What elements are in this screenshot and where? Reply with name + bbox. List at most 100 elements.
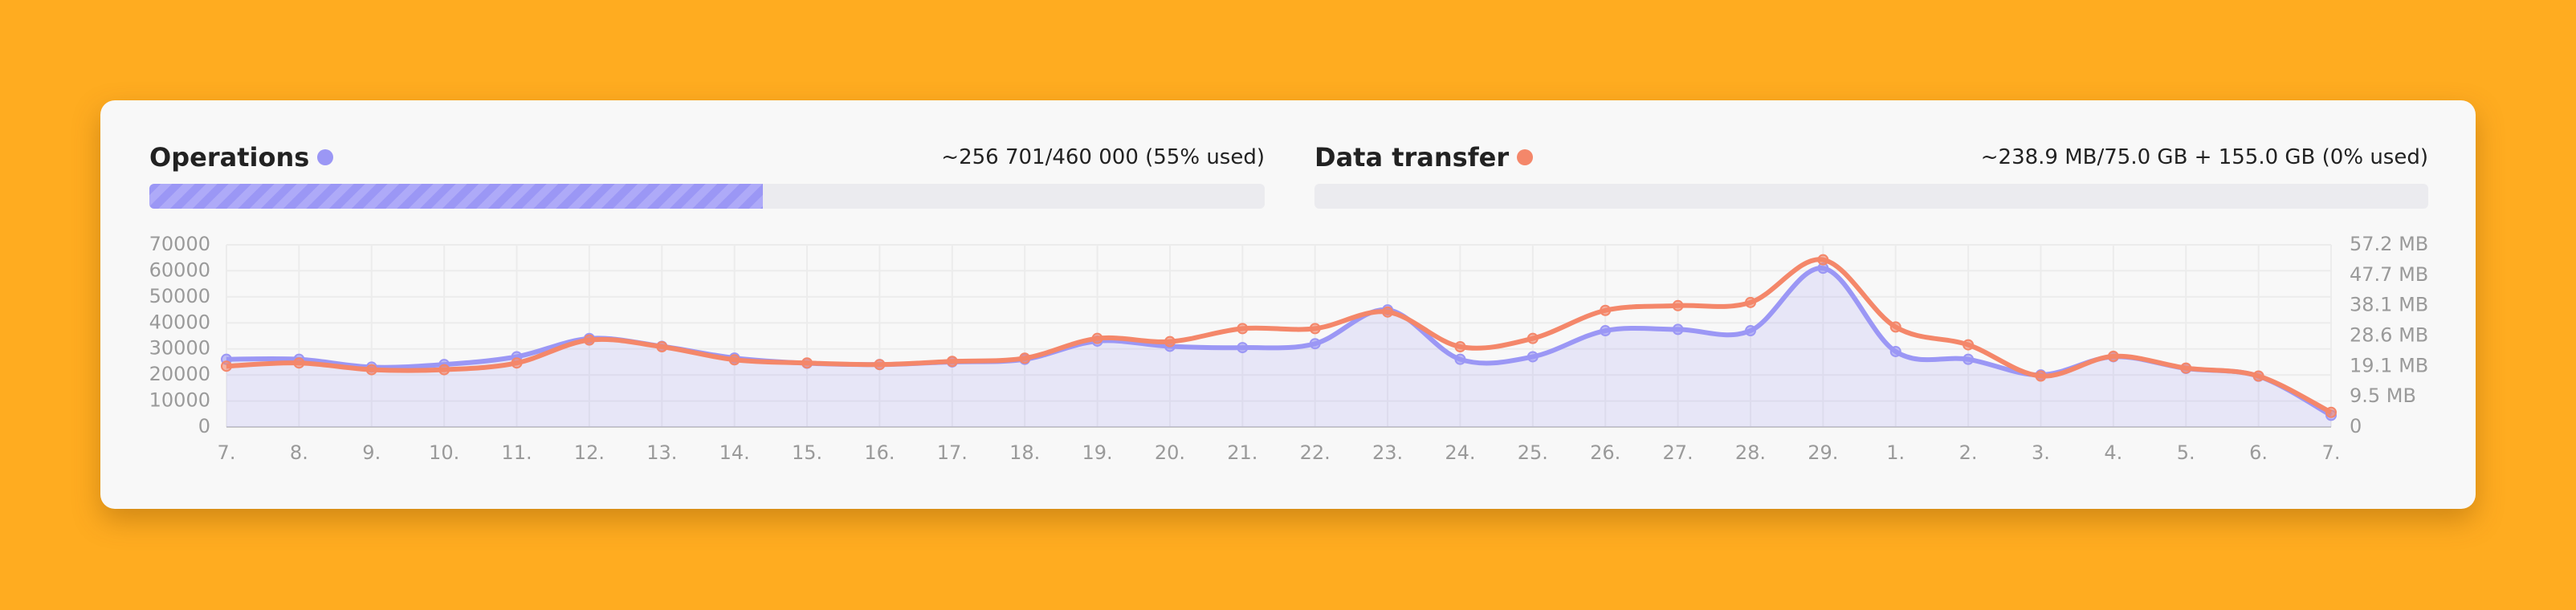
point bbox=[1454, 353, 1466, 365]
x-tick-label: 7. bbox=[2322, 441, 2341, 464]
x-tick-label: 19. bbox=[1082, 441, 1112, 464]
point bbox=[1309, 323, 1321, 335]
x-tick-label: 25. bbox=[1518, 441, 1548, 464]
x-tick-label: 29. bbox=[1808, 441, 1838, 464]
x-tick-label: 14. bbox=[719, 441, 750, 464]
point bbox=[1237, 323, 1249, 335]
x-tick-label: 1. bbox=[1886, 441, 1905, 464]
point bbox=[801, 357, 813, 369]
x-tick-label: 2. bbox=[1959, 441, 1978, 464]
x-tick-label: 5. bbox=[2177, 441, 2195, 464]
x-tick-label: 3. bbox=[2032, 441, 2050, 464]
point bbox=[583, 334, 595, 346]
x-tick-label: 13. bbox=[646, 441, 677, 464]
point bbox=[728, 354, 740, 366]
x-tick-label: 26. bbox=[1590, 441, 1620, 464]
x-tick-label: 20. bbox=[1155, 441, 1185, 464]
x-tick-label: 9. bbox=[362, 441, 381, 464]
point bbox=[1889, 345, 1901, 357]
point bbox=[1600, 304, 1612, 316]
point bbox=[221, 360, 232, 372]
y2-tick-label: 47.7 MB bbox=[2350, 263, 2428, 286]
point bbox=[2035, 370, 2047, 382]
y-tick-label: 70000 bbox=[149, 233, 210, 255]
operations-usage: ~256 701/460 000 (55% used) bbox=[941, 145, 1265, 169]
operations-progress bbox=[149, 184, 1265, 209]
point bbox=[438, 364, 450, 376]
x-tick-label: 15. bbox=[792, 441, 822, 464]
legend-dot bbox=[317, 149, 334, 165]
y-tick-label: 40000 bbox=[149, 311, 210, 333]
point bbox=[2180, 362, 2192, 374]
point bbox=[1091, 332, 1103, 344]
x-tick-label: 8. bbox=[290, 441, 308, 464]
y2-tick-label: 9.5 MB bbox=[2350, 384, 2416, 407]
x-tick-label: 17. bbox=[937, 441, 968, 464]
point bbox=[1672, 299, 1684, 311]
x-tick-label: 10. bbox=[429, 441, 459, 464]
y2-tick-label: 38.1 MB bbox=[2350, 294, 2428, 316]
point bbox=[656, 340, 668, 352]
x-tick-label: 23. bbox=[1372, 441, 1403, 464]
point bbox=[1382, 306, 1394, 318]
x-tick-label: 4. bbox=[2104, 441, 2122, 464]
point bbox=[1963, 339, 1975, 351]
point bbox=[2107, 350, 2119, 362]
transfer-usage: ~238.9 MB/75.0 GB + 155.0 GB (0% used) bbox=[1980, 145, 2428, 169]
operations-title: Operations bbox=[149, 142, 310, 173]
y-tick-label: 0 bbox=[198, 415, 210, 437]
point bbox=[1237, 342, 1249, 354]
x-tick-label: 21. bbox=[1227, 441, 1257, 464]
y2-tick-label: 57.2 MB bbox=[2350, 233, 2428, 255]
point bbox=[1744, 296, 1756, 308]
x-tick-label: 18. bbox=[1009, 441, 1040, 464]
point bbox=[1600, 325, 1612, 337]
point bbox=[2252, 370, 2264, 382]
point bbox=[1164, 336, 1176, 348]
y-tick-label: 60000 bbox=[149, 258, 210, 281]
point bbox=[1019, 352, 1031, 364]
transfer-progress bbox=[1314, 184, 2428, 209]
point bbox=[1526, 351, 1539, 363]
transfer-title: Data transfer bbox=[1314, 142, 1510, 173]
x-tick-label: 6. bbox=[2249, 441, 2268, 464]
legend-dot bbox=[1517, 149, 1534, 165]
x-tick-label: 16. bbox=[864, 441, 895, 464]
point bbox=[946, 356, 958, 368]
x-tick-label: 27. bbox=[1663, 441, 1694, 464]
y2-tick-label: 0 bbox=[2350, 415, 2362, 437]
point bbox=[2325, 406, 2337, 418]
x-tick-label: 24. bbox=[1445, 441, 1475, 464]
point bbox=[1309, 338, 1321, 350]
point bbox=[1672, 323, 1684, 336]
y2-tick-label: 28.6 MB bbox=[2350, 324, 2428, 347]
point bbox=[1963, 353, 1975, 365]
transfer-header: Data transfer ~238.9 MB/75.0 GB + 155.0 … bbox=[1314, 140, 2428, 174]
area bbox=[226, 267, 2331, 427]
point bbox=[293, 357, 305, 369]
operations-title-wrap: Operations bbox=[149, 142, 334, 173]
x-tick-label: 12. bbox=[574, 441, 605, 464]
y2-tick-label: 19.1 MB bbox=[2350, 354, 2428, 376]
operations-header: Operations ~256 701/460 000 (55% used) bbox=[149, 140, 1265, 174]
x-tick-label: 11. bbox=[501, 441, 532, 464]
y-tick-label: 20000 bbox=[149, 363, 210, 385]
x-tick-label: 22. bbox=[1300, 441, 1331, 464]
usage-card bbox=[100, 100, 2476, 509]
point bbox=[1744, 325, 1756, 337]
x-tick-label: 28. bbox=[1735, 441, 1766, 464]
point bbox=[874, 359, 886, 371]
x-tick-label: 7. bbox=[218, 441, 236, 464]
point bbox=[1817, 254, 1829, 266]
y-tick-label: 10000 bbox=[149, 389, 210, 412]
point bbox=[511, 357, 523, 369]
point bbox=[1889, 321, 1901, 333]
transfer-title-wrap: Data transfer bbox=[1314, 142, 1534, 173]
point bbox=[1454, 340, 1466, 352]
point bbox=[1526, 332, 1539, 344]
y-tick-label: 30000 bbox=[149, 337, 210, 360]
y-tick-label: 50000 bbox=[149, 285, 210, 307]
progress-fill bbox=[149, 184, 763, 209]
